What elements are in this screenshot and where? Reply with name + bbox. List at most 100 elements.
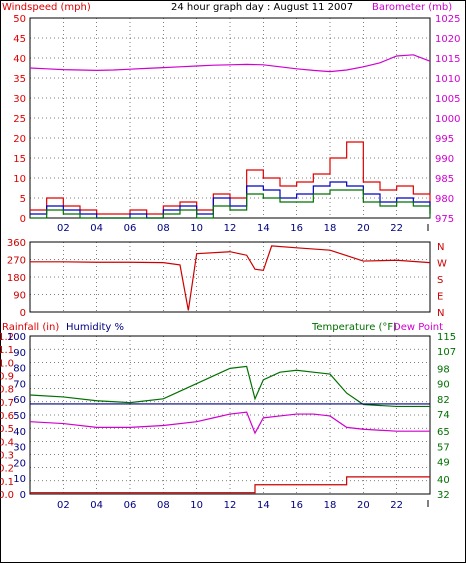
humidity-tick-label: 90 bbox=[13, 348, 26, 359]
baro-tick-label: 1005 bbox=[435, 94, 460, 105]
wind-tick-label: 30 bbox=[13, 94, 26, 105]
tick-labels: 0510152025303540455097598098599099510001… bbox=[0, 14, 460, 511]
temperature-axis-label: Temperature (°F) bbox=[311, 322, 397, 333]
humidity-tick-label: 30 bbox=[13, 443, 26, 454]
humidity-tick-label: 80 bbox=[13, 364, 26, 375]
baro-tick-label: 1025 bbox=[435, 14, 460, 25]
data-series bbox=[29, 54, 431, 494]
direction-letter-label: N bbox=[437, 242, 444, 253]
wind-tick-label: 10 bbox=[13, 174, 26, 185]
temp-tick-label: 57 bbox=[437, 442, 450, 453]
humidity-tick-label: 70 bbox=[13, 379, 26, 390]
grid-lines bbox=[30, 18, 430, 507]
x-tick-label: 14 bbox=[257, 223, 270, 234]
rain-tick-label: 0.2 bbox=[0, 464, 14, 475]
baro-tick-label: 1000 bbox=[435, 114, 460, 125]
humidity-tick-label: 40 bbox=[13, 427, 26, 438]
wind-tick-label: 25 bbox=[13, 114, 26, 125]
humidity-tick-label: 0 bbox=[20, 490, 26, 501]
x-tick-label: 04 bbox=[90, 500, 103, 511]
humidity-tick-label: 50 bbox=[13, 411, 26, 422]
wind-tick-label: 15 bbox=[13, 154, 26, 165]
humidity-axis-label: Humidity % bbox=[66, 322, 124, 333]
x-tick-label: 20 bbox=[357, 223, 370, 234]
rain-tick-label: 0.3 bbox=[0, 451, 14, 462]
temp-tick-label: 74 bbox=[437, 410, 450, 421]
rain-tick-label: 0.9 bbox=[0, 372, 14, 383]
wind-tick-label: 0 bbox=[20, 214, 26, 225]
x-tick-label: 10 bbox=[190, 223, 203, 234]
x-tick-label: 06 bbox=[124, 500, 137, 511]
rain-tick-label: 1.0 bbox=[0, 358, 14, 369]
x-tick-label: 16 bbox=[290, 223, 303, 234]
x-tick-label: 12 bbox=[224, 223, 237, 234]
temp-tick-label: 32 bbox=[437, 490, 450, 501]
direction-tick-label: 90 bbox=[13, 291, 26, 302]
rain-tick-label: 0.7 bbox=[0, 398, 14, 409]
x-tick-label: 14 bbox=[257, 500, 270, 511]
wind-tick-label: 20 bbox=[13, 134, 26, 145]
chart-title: 24 hour graph day : August 11 2007 bbox=[171, 2, 353, 13]
x-tick-label: 08 bbox=[157, 223, 170, 234]
x-tick-label: 16 bbox=[290, 500, 303, 511]
wind-tick-label: 50 bbox=[13, 14, 26, 25]
direction-letter-label: N bbox=[437, 308, 444, 319]
x-tick-label: 22 bbox=[390, 223, 403, 234]
rain-tick-label: 0.1 bbox=[0, 477, 14, 488]
rain-tick-label: 0.4 bbox=[0, 437, 14, 448]
wind-tick-label: 45 bbox=[13, 34, 26, 45]
wind-series-line bbox=[30, 141, 431, 215]
barometer-axis-label: Barometer (mb) bbox=[372, 2, 452, 13]
rainfall-axis-label: Rainfall (in) bbox=[2, 322, 59, 333]
baro-tick-label: 985 bbox=[435, 174, 454, 185]
direction-tick-label: 0 bbox=[20, 308, 26, 319]
dewpoint-axis-label: Dew Point bbox=[393, 322, 443, 333]
temp-tick-label: 82 bbox=[437, 395, 450, 406]
x-tick-label: 02 bbox=[57, 500, 70, 511]
wind-series-line bbox=[30, 181, 431, 219]
baro-tick-label: 980 bbox=[435, 194, 454, 205]
x-tick-label: 18 bbox=[324, 223, 337, 234]
x-tick-label: 06 bbox=[124, 223, 137, 234]
wind-series-line bbox=[29, 54, 431, 73]
x-tick-label: 22 bbox=[390, 500, 403, 511]
temp-tick-label: 65 bbox=[437, 427, 450, 438]
humidity-tick-label: 10 bbox=[13, 474, 26, 485]
baro-tick-label: 990 bbox=[435, 154, 454, 165]
temp-tick-label: 90 bbox=[437, 380, 450, 391]
baro-tick-label: 1010 bbox=[435, 74, 460, 85]
humidity-tick-label: 60 bbox=[13, 395, 26, 406]
temp-tick-label: 98 bbox=[437, 364, 450, 375]
rain-tick-label: 1.1 bbox=[0, 345, 14, 356]
direction-tick-label: 360 bbox=[7, 238, 26, 249]
direction-series-line bbox=[30, 245, 431, 311]
rain-tick-label: 1.2 bbox=[0, 332, 14, 343]
windspeed-axis-label: Windspeed (mph) bbox=[2, 2, 91, 13]
x-tick-label: 04 bbox=[90, 223, 103, 234]
temp-tick-label: 107 bbox=[437, 347, 456, 358]
baro-tick-label: 975 bbox=[435, 214, 454, 225]
direction-tick-label: 270 bbox=[7, 256, 26, 267]
humidity-tick-label: 100 bbox=[7, 332, 26, 343]
temp-tick-label: 115 bbox=[437, 332, 456, 343]
wind-tick-label: 5 bbox=[20, 194, 26, 205]
rain-tick-label: 0.5 bbox=[0, 424, 14, 435]
x-tick-label: 02 bbox=[57, 223, 70, 234]
temp-tick-label: 40 bbox=[437, 475, 450, 486]
temp-tick-label: 49 bbox=[437, 458, 450, 469]
humidity-tick-label: 20 bbox=[13, 458, 26, 469]
x-tick-label: 10 bbox=[190, 500, 203, 511]
direction-letter-label: W bbox=[437, 259, 447, 270]
x-tick-label: 18 bbox=[324, 500, 337, 511]
wind-series-line bbox=[30, 189, 431, 219]
rain-tick-label: 0.8 bbox=[0, 385, 14, 396]
wind-tick-label: 35 bbox=[13, 74, 26, 85]
climate-series-line bbox=[29, 411, 430, 435]
direction-tick-label: 180 bbox=[7, 273, 26, 284]
baro-tick-label: 995 bbox=[435, 134, 454, 145]
direction-letter-label: E bbox=[437, 292, 443, 303]
baro-tick-label: 1015 bbox=[435, 54, 460, 65]
x-tick-label: 12 bbox=[224, 500, 237, 511]
